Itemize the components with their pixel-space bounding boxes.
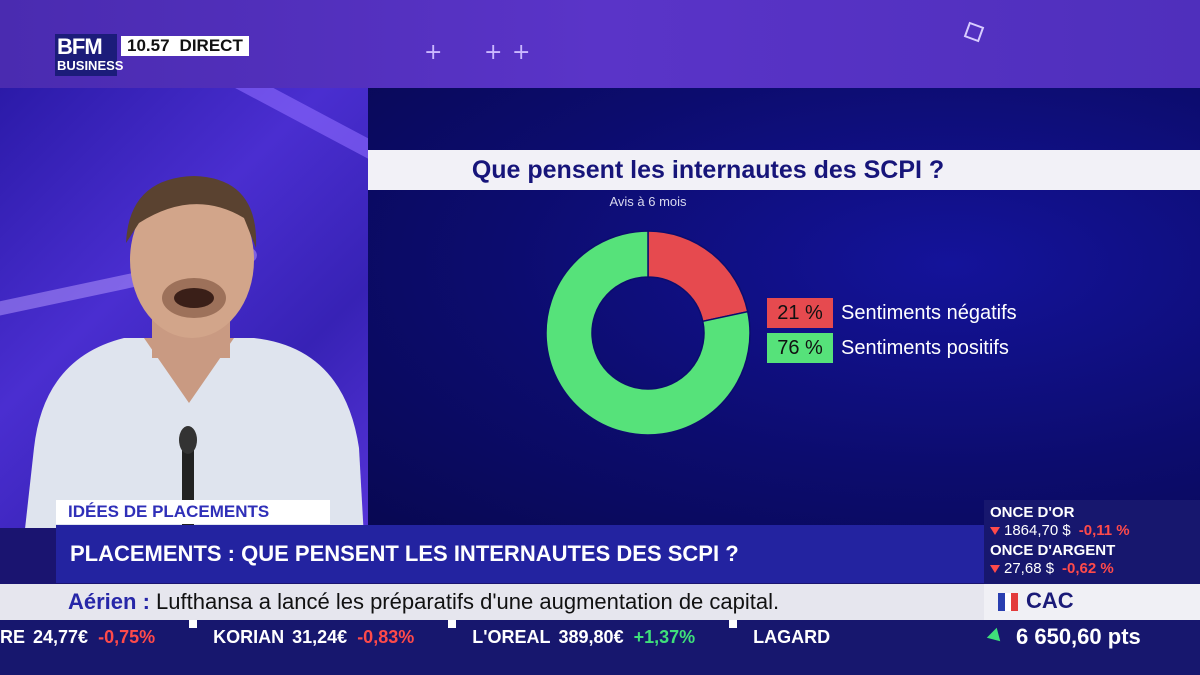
sparkle-icon: + [512, 40, 531, 65]
ticker-separator [189, 620, 198, 628]
legend-positive: 76 % Sentiments positifs [767, 333, 1009, 363]
index-header: CAC [984, 584, 1200, 620]
ticker-separator [729, 620, 738, 628]
news-flash: Aérien : Lufthansa a lancé les préparati… [0, 584, 984, 620]
index-value-row: 6 650,60 pts [986, 624, 1141, 650]
category-tag: IDÉES DE PLACEMENTS [56, 500, 330, 524]
live-label: DIRECT [179, 36, 243, 55]
legend-positive-value: 76 % [767, 333, 833, 363]
stock-ticker: RE 24,77€ -0,75% KORIAN 31,24€ -0,83% L'… [0, 620, 984, 675]
news-flash-text: Lufthansa a lancé les préparatifs d'une … [149, 589, 780, 614]
logo-bottom-text: BUSINESS [57, 58, 124, 73]
news-flash-prefix: Aérien : [68, 589, 150, 614]
sparkle-icon: + [424, 40, 443, 65]
sparkle-icon: + [484, 40, 503, 65]
ticker-item: LAGARD [753, 627, 831, 647]
live-clock: 10.57 DIRECT [121, 36, 249, 56]
logo-top-text: BFM [57, 34, 103, 59]
headline: PLACEMENTS : QUE PENSENT LES INTERNAUTES… [56, 525, 984, 583]
ticker-item: KORIAN 31,24€ -0,83% [213, 627, 415, 647]
legend-negative: 21 % Sentiments négatifs [767, 298, 1017, 328]
clock-time: 10.57 [127, 36, 170, 55]
graphic-subtitle: Avis à 6 mois [609, 194, 687, 209]
studio-video [0, 88, 368, 528]
index-name: CAC [1026, 588, 1074, 613]
ticker-item: RE 24,77€ -0,75% [0, 627, 156, 647]
market-box: ONCE D'OR 1864,70 $ -0,11 % ONCE D'ARGEN… [984, 500, 1200, 675]
legend-negative-label: Sentiments négatifs [841, 301, 1017, 324]
france-flag-icon [998, 593, 1019, 611]
gold-quote: 1864,70 $ -0,11 % [990, 522, 1130, 539]
donut-chart [545, 230, 751, 436]
silver-label: ONCE D'ARGENT [990, 542, 1116, 559]
donut-slice-positive [545, 230, 751, 436]
up-arrow-icon [986, 627, 1006, 647]
donut-slice-negative [647, 230, 749, 323]
silver-quote: 27,68 $ -0,62 % [990, 560, 1114, 577]
graphic-title: Que pensent les internautes des SCPI ? [471, 156, 945, 184]
gold-label: ONCE D'OR [990, 504, 1075, 521]
ticker-separator [448, 620, 457, 628]
index-value: 6 650,60 pts [1016, 624, 1141, 649]
channel-logo: BFM BUSINESS [55, 34, 123, 76]
down-arrow-icon [990, 526, 1000, 535]
diamond-icon [963, 21, 985, 43]
down-arrow-icon [990, 564, 1000, 573]
graphic-title-bar: Que pensent les internautes des SCPI ? [368, 150, 1200, 190]
presenter-image [25, 176, 364, 528]
ticker-item: L'OREAL 389,80€ +1,37% [472, 627, 696, 647]
legend-negative-value: 21 % [767, 298, 833, 328]
graphic-panel: Que pensent les internautes des SCPI ? A… [368, 88, 1200, 528]
legend-positive-label: Sentiments positifs [841, 336, 1009, 359]
